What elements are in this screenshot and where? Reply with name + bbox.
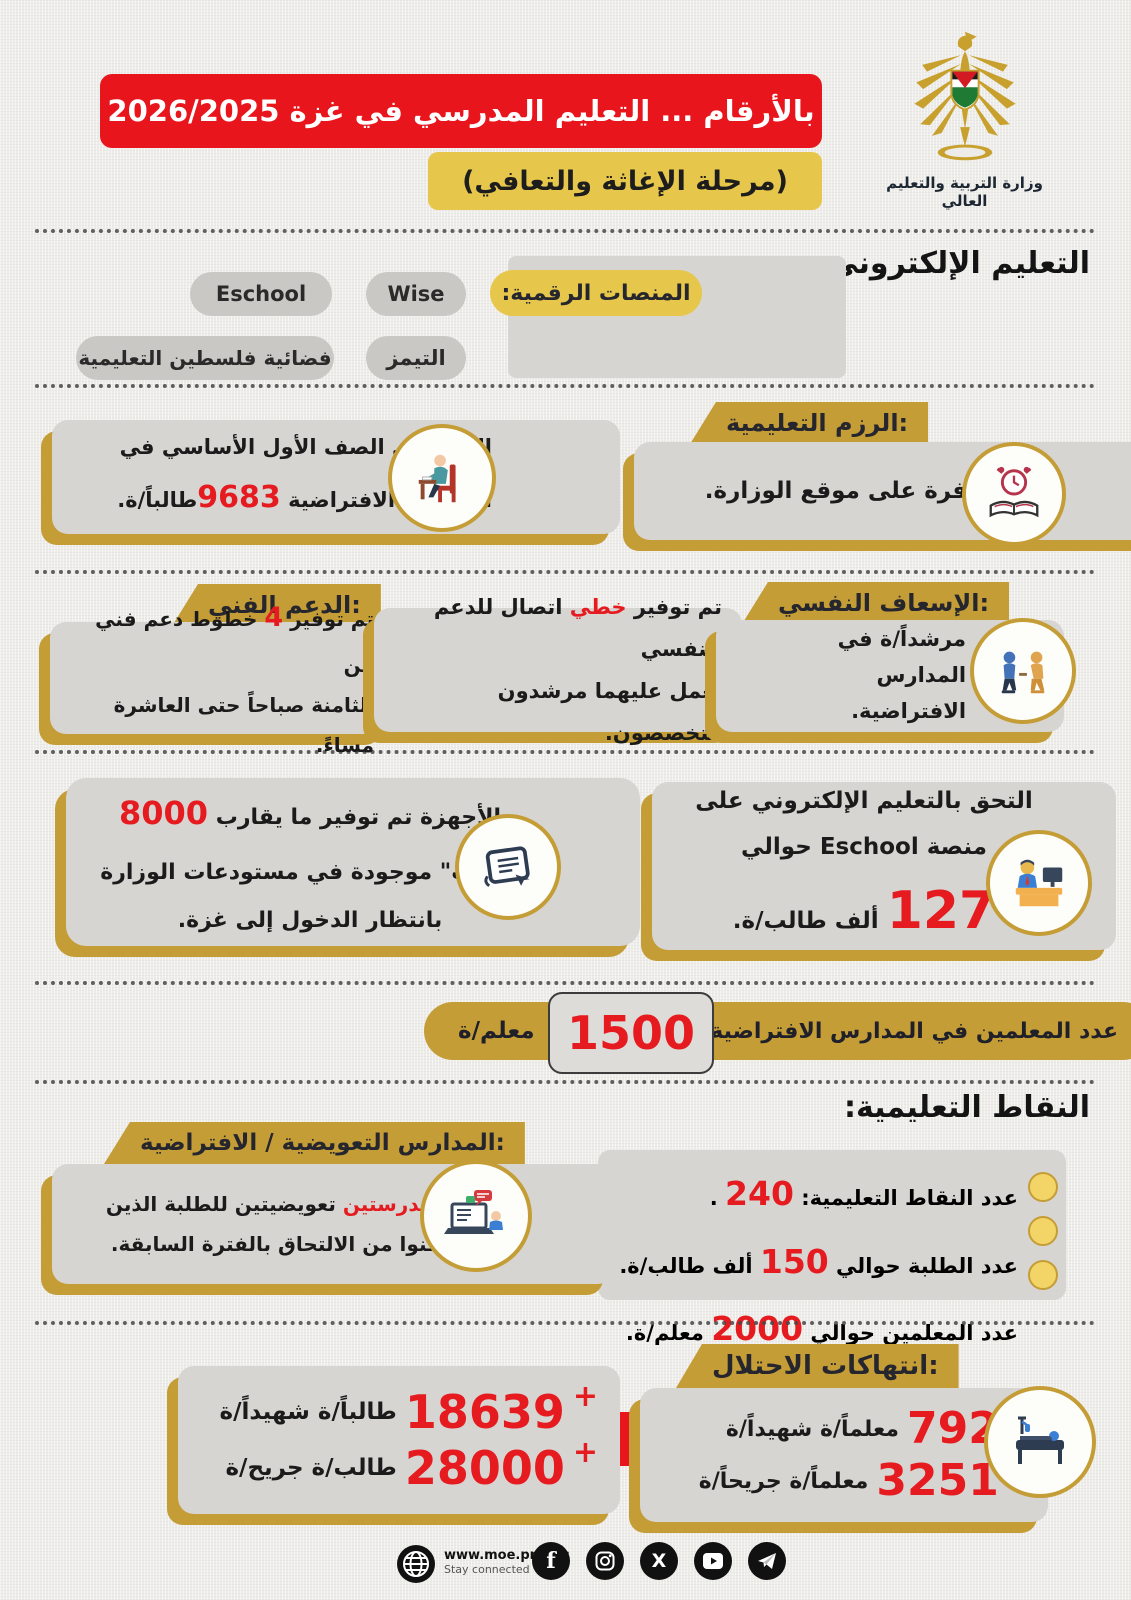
violations-students-row: + 18639 طالباً/ة شهيداً/ة bbox=[219, 1378, 598, 1439]
compensatory-highlight: مدرستين bbox=[342, 1192, 433, 1216]
student-computer-icon bbox=[1015, 859, 1063, 907]
website-globe bbox=[396, 1544, 436, 1584]
points-heading: النقاط التعليمية: bbox=[843, 1090, 1090, 1125]
students-martyrs-number: 18639 bbox=[404, 1385, 565, 1439]
dotted-separator bbox=[35, 981, 1095, 985]
bullet-dot bbox=[1028, 1216, 1058, 1246]
points-panel: عدد النقاط التعليمية: 240 . عدد الطلبة ح… bbox=[598, 1150, 1066, 1348]
tech-support-tab: الدعم الفني: bbox=[172, 584, 381, 626]
points-item: عدد المعلمين حوالي 2000 معلم/ة. bbox=[625, 1309, 1018, 1349]
psych-lines-card: تم توفير خطي اتصال للدعم النفسي يعمل علي… bbox=[374, 595, 742, 745]
tech-support-line2: الثامنة صباحاً حتى العاشرة مساءً. bbox=[113, 693, 374, 757]
dotted-separator bbox=[35, 750, 1095, 754]
eschool-enroll-line3: 127 ألف طالب/ة. bbox=[732, 881, 996, 942]
platform-pill-teams: التيمز bbox=[366, 336, 466, 380]
dotted-separator bbox=[35, 384, 1095, 388]
teachers-banner: عدد المعلمين في المدارس الافتراضية: معلم… bbox=[424, 1002, 1131, 1060]
website-tagline: Stay connected bbox=[444, 1563, 530, 1576]
dotted-separator bbox=[35, 229, 1095, 233]
violations-tab: انتهاكات الاحتلال: bbox=[676, 1344, 959, 1388]
telegram-icon[interactable] bbox=[748, 1542, 786, 1580]
teachers-martyrs-number: 792 bbox=[907, 1403, 999, 1454]
ministry-logo-block: وزارة التربية والتعليم العالي bbox=[862, 22, 1067, 210]
main-title: بالأرقام ... التعليم المدرسي في غزة 2026… bbox=[107, 94, 815, 128]
devices-line2: "تابلت" موجودة في مستودعات الوزارة bbox=[100, 859, 520, 885]
counseling-icon bbox=[1001, 651, 1045, 694]
palestine-eagle-logo-icon bbox=[913, 31, 1016, 161]
tech-support-number: 4 bbox=[264, 602, 284, 633]
compensatory-icon-circle bbox=[420, 1160, 532, 1272]
tablet-icon bbox=[484, 846, 530, 887]
eschool-enroll-icon-circle bbox=[986, 830, 1092, 936]
bullet-dot bbox=[1028, 1172, 1058, 1202]
devices-icon-circle bbox=[455, 814, 561, 920]
eschool-enroll-line1: التحق بالتعليم الإلكتروني على bbox=[695, 788, 1033, 815]
platform-pill-wise: Wise bbox=[366, 272, 466, 316]
psych-lines-highlight: خطي bbox=[569, 595, 627, 619]
points-item: عدد النقاط التعليمية: 240 . bbox=[709, 1174, 1018, 1213]
dotted-separator bbox=[35, 1321, 1095, 1325]
platform-pill-palestine-tv: فضائية فلسطين التعليمية bbox=[76, 336, 334, 380]
first-grade-icon-circle bbox=[388, 424, 496, 532]
elearning-heading: التعليم الإلكتروني: bbox=[816, 246, 1090, 281]
points-item: عدد الطلبة حوالي 150 ألف طالب/ة. bbox=[619, 1241, 1018, 1281]
psych-lines-line2: يعمل عليهما مرشدون متخصصون. bbox=[497, 679, 722, 745]
globe-icon bbox=[397, 1545, 435, 1583]
first-grade-number: 9683 bbox=[197, 480, 281, 515]
devices-line1: الأجهزة تم توفير ما يقارب 8000 bbox=[119, 794, 501, 833]
student-desk-icon bbox=[418, 454, 456, 503]
tech-support-line1: تم توفير 4 خطوط دعم فني من bbox=[95, 602, 374, 677]
violations-icon-circle bbox=[984, 1386, 1096, 1498]
platforms-label-pill: المنصات الرقمية: bbox=[490, 270, 702, 316]
violations-students-card: + 18639 طالباً/ة شهيداً/ة + 28000 طالب/ة… bbox=[178, 1366, 620, 1514]
psych-aid-text: مرشداً/ة في المدارس الافتراضية. bbox=[837, 627, 967, 723]
main-title-banner: بالأرقام ... التعليم المدرسي في غزة 2026… bbox=[100, 74, 822, 148]
teachers-count: 1500 bbox=[566, 1006, 696, 1060]
dotted-separator bbox=[35, 1080, 1095, 1084]
bullet-dot bbox=[1028, 1260, 1058, 1290]
students-injured-number: 28000 bbox=[404, 1441, 565, 1495]
laptop-chat-icon bbox=[444, 1190, 503, 1234]
packages-icon-circle bbox=[962, 442, 1066, 546]
packages-tab: الرزم التعليمية: bbox=[690, 402, 929, 444]
devices-number: 8000 bbox=[119, 794, 209, 833]
instagram-icon[interactable] bbox=[586, 1542, 624, 1580]
violations-teachers-row: + 3251 معلماً/ة جريحاً/ة bbox=[698, 1448, 1032, 1506]
compensatory-tab: المدارس التعويضية / الافتراضية: bbox=[104, 1122, 525, 1164]
teachers-injured-number: 3251 bbox=[876, 1455, 999, 1506]
teachers-count-box: 1500 bbox=[548, 992, 714, 1074]
subtitle-tag: (مرحلة الإغاثة والتعافي) bbox=[428, 152, 822, 210]
first-grade-line2: المدارس الافتراضية 9683طالباً/ة. bbox=[117, 480, 492, 515]
clock-book-icon bbox=[989, 466, 1039, 518]
tech-support-card: تم توفير 4 خطوط دعم فني من الثامنة صباحا… bbox=[50, 602, 392, 757]
violations-students-row: + 28000 طالب/ة جريح/ة bbox=[225, 1434, 598, 1495]
hospital-bed-icon bbox=[1016, 1416, 1064, 1464]
psych-lines-line1: تم توفير خطي اتصال للدعم النفسي bbox=[433, 595, 722, 661]
psych-aid-tab: الإسعاف النفسي: bbox=[742, 582, 1010, 624]
dotted-separator bbox=[35, 570, 1095, 574]
violations-teachers-row: + 792 معلماً/ة شهيداً/ة bbox=[725, 1396, 1032, 1454]
compensatory-line1: إطلاق مدرستين تعويضيتين للطلبة الذين bbox=[105, 1192, 498, 1216]
platform-pill-eschool: Eschool bbox=[190, 272, 332, 316]
packages-text: متوفرة على موقع الوزارة. bbox=[704, 478, 1006, 504]
subtitle: (مرحلة الإغاثة والتعافي) bbox=[462, 165, 788, 197]
violations-teachers-card: + 792 معلماً/ة شهيداً/ة + 3251 معلماً/ة … bbox=[640, 1388, 1048, 1522]
facebook-icon[interactable]: f bbox=[532, 1542, 570, 1580]
teachers-banner-label: عدد المعلمين في المدارس الافتراضية: bbox=[701, 1018, 1118, 1044]
first-grade-card: التحق في الصف الأول الأساسي في المدارس ا… bbox=[52, 420, 620, 534]
youtube-icon[interactable] bbox=[694, 1542, 732, 1580]
ministry-name: وزارة التربية والتعليم العالي bbox=[886, 174, 1043, 210]
eschool-enroll-number: 127 bbox=[886, 881, 996, 942]
eschool-enroll-line2: منصة Eschool حوالي bbox=[741, 834, 987, 861]
psych-aid-icon-circle bbox=[970, 618, 1076, 724]
x-icon[interactable]: X bbox=[640, 1542, 678, 1580]
teachers-banner-unit: معلم/ة bbox=[458, 1018, 535, 1044]
devices-line3: بانتظار الدخول إلى غزة. bbox=[177, 908, 443, 934]
